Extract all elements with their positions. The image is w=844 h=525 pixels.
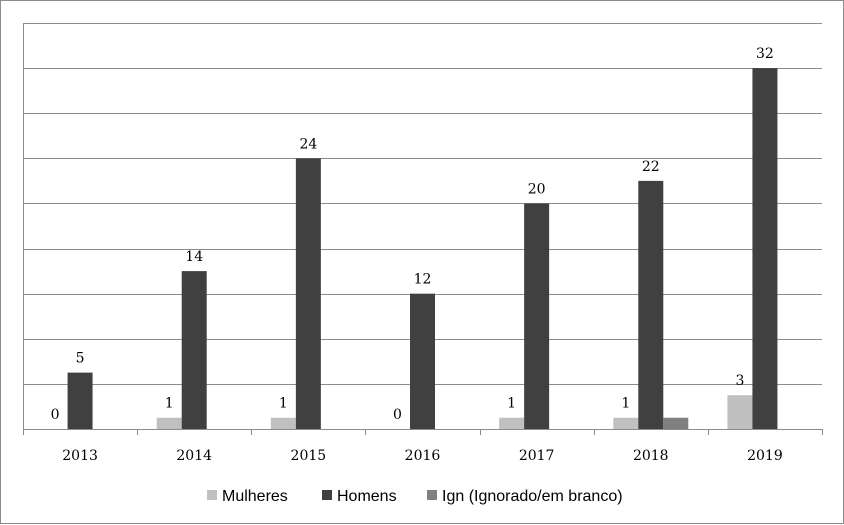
- bar-homens-2016: [410, 293, 435, 429]
- bar-homens-2019: [752, 68, 778, 429]
- bar-homens-2015: [295, 158, 321, 430]
- data-label: 22: [642, 159, 660, 175]
- legend-label: Mulheres: [222, 488, 288, 505]
- legend-swatch: [322, 490, 332, 500]
- x-tick-label: 2013: [62, 448, 98, 464]
- data-label: 14: [185, 249, 203, 265]
- bar-homens-2018: [638, 180, 664, 429]
- data-label: 1: [621, 396, 630, 412]
- data-label: 0: [51, 407, 60, 423]
- data-label: 12: [414, 272, 432, 288]
- bar-mulheres-2017: [499, 417, 525, 429]
- x-tick-label: 2014: [176, 448, 212, 464]
- data-label: 32: [756, 46, 774, 62]
- x-tick-label: 2015: [291, 448, 327, 464]
- x-tick-label: 2017: [519, 448, 555, 464]
- legend-swatch: [207, 490, 217, 500]
- bar-homens-2013: [67, 372, 93, 429]
- x-axis: 2013 2014 2015 2016 2017 2018 2019: [23, 429, 823, 464]
- x-tick-label: 2019: [747, 448, 783, 464]
- data-label: 20: [528, 181, 546, 197]
- bar-mulheres-2015: [270, 417, 296, 429]
- bar-homens-2014: [181, 271, 207, 429]
- data-label: 24: [299, 136, 317, 152]
- data-label: 5: [76, 351, 85, 367]
- legend-label: Homens: [337, 488, 397, 505]
- x-tick-label: 2018: [633, 448, 669, 464]
- gridlines: [23, 23, 822, 429]
- legend-item: Ign (Ignorado/em branco): [427, 488, 623, 505]
- x-tick-label: 2016: [405, 448, 441, 464]
- bar-mulheres-2018: [613, 417, 639, 429]
- data-label: 1: [165, 396, 174, 412]
- bar-mulheres-2019: [727, 395, 753, 429]
- legend-item: Homens: [322, 488, 397, 505]
- data-label: 3: [735, 373, 744, 389]
- data-label: 1: [507, 396, 516, 412]
- bar-homens-2017: [524, 203, 550, 429]
- bar-mulheres-2014: [156, 417, 182, 429]
- legend-swatch: [427, 490, 437, 500]
- legend-item: Mulheres: [207, 488, 288, 505]
- bars: [67, 68, 778, 430]
- legend-label: Ign (Ignorado/em branco): [442, 488, 623, 505]
- data-labels: 0 5 1 14 1 24 0 12 1 20 1 22 3 32: [51, 46, 774, 423]
- bar-ign-2018: [663, 417, 689, 429]
- legend: Mulheres Homens Ign (Ignorado/em branco): [207, 488, 623, 505]
- data-label: 0: [393, 407, 402, 423]
- data-label: 1: [279, 396, 288, 412]
